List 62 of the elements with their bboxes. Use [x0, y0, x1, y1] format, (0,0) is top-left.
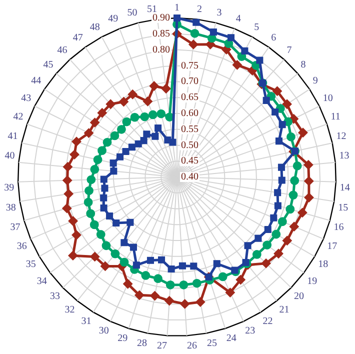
y-tick-label: 0.50 [181, 140, 198, 151]
spoke-label: 25 [206, 338, 217, 349]
spoke-label: 4 [236, 14, 241, 25]
spoke-label: 36 [16, 241, 27, 252]
spoke-label: 35 [26, 259, 36, 270]
spoke-label: 48 [90, 22, 100, 34]
y-tick-label: 0.90 [152, 12, 170, 24]
spoke-label: 43 [21, 92, 32, 104]
spoke-label: 2 [197, 4, 202, 15]
y-tick-label: 0.80 [152, 44, 170, 56]
spoke-label: 15 [338, 202, 348, 214]
spoke-label: 40 [4, 150, 15, 162]
spoke-label: 37 [10, 222, 20, 234]
spoke-label: 24 [226, 332, 236, 344]
spoke-label: 23 [245, 326, 256, 337]
spoke-label: 51 [146, 4, 157, 15]
spoke-label: 34 [36, 276, 47, 287]
y-tick-label: 0.65 [181, 92, 198, 104]
y-tick-label: 0.75 [181, 60, 198, 72]
spoke-label: 1 [174, 2, 180, 14]
spoke-label: 19 [307, 276, 318, 287]
spoke-label: 26 [187, 340, 198, 352]
y-tick-label: 0.70 [181, 76, 198, 88]
spoke-label: 46 [57, 45, 68, 56]
spoke-label: 42 [13, 111, 24, 122]
spoke-label: 10 [322, 92, 333, 104]
spoke-label: 11 [330, 111, 340, 122]
spoke-label: 21 [279, 304, 290, 316]
y-tick-label: 0.60 [181, 108, 198, 120]
spoke-label: 3 [216, 8, 222, 19]
spoke-label: 31 [81, 316, 92, 328]
spoke-label: 17 [327, 241, 338, 252]
spoke-label: 29 [118, 332, 128, 344]
y-tick-label: 0.40 [181, 172, 198, 183]
spoke-label: 12 [336, 130, 346, 142]
spoke-label: 8 [300, 60, 306, 71]
spoke-label: 22 [262, 316, 273, 328]
spoke-label: 18 [318, 259, 328, 270]
spoke-label: 20 [294, 291, 304, 302]
spoke-label: 5 [254, 22, 260, 34]
spoke-label: 38 [6, 202, 16, 214]
spoke-label: 45 [43, 60, 54, 71]
spoke-label: 33 [50, 291, 60, 302]
spoke-label: 9 [312, 76, 318, 87]
spoke-label: 7 [286, 45, 292, 56]
spoke-label: 39 [4, 182, 14, 194]
spoke-label: 27 [156, 340, 167, 352]
spoke-label: 6 [271, 32, 276, 44]
spoke-label: 30 [98, 326, 109, 337]
spoke-label: 32 [64, 304, 75, 316]
spoke-label: 28 [137, 338, 148, 349]
y-tick-label: 0.85 [152, 28, 170, 40]
spoke-label: 49 [108, 14, 118, 25]
spoke-label: 47 [72, 32, 83, 44]
y-tick-label: 0.45 [181, 156, 198, 167]
spoke-label: 13 [339, 150, 350, 162]
spoke-label: 41 [8, 130, 18, 142]
spoke-label: 44 [31, 76, 42, 87]
spoke-label: 16 [334, 222, 344, 234]
spoke-label: 50 [127, 8, 138, 19]
spoke-label: 14 [340, 182, 350, 194]
y-tick-label: 0.55 [181, 124, 198, 135]
